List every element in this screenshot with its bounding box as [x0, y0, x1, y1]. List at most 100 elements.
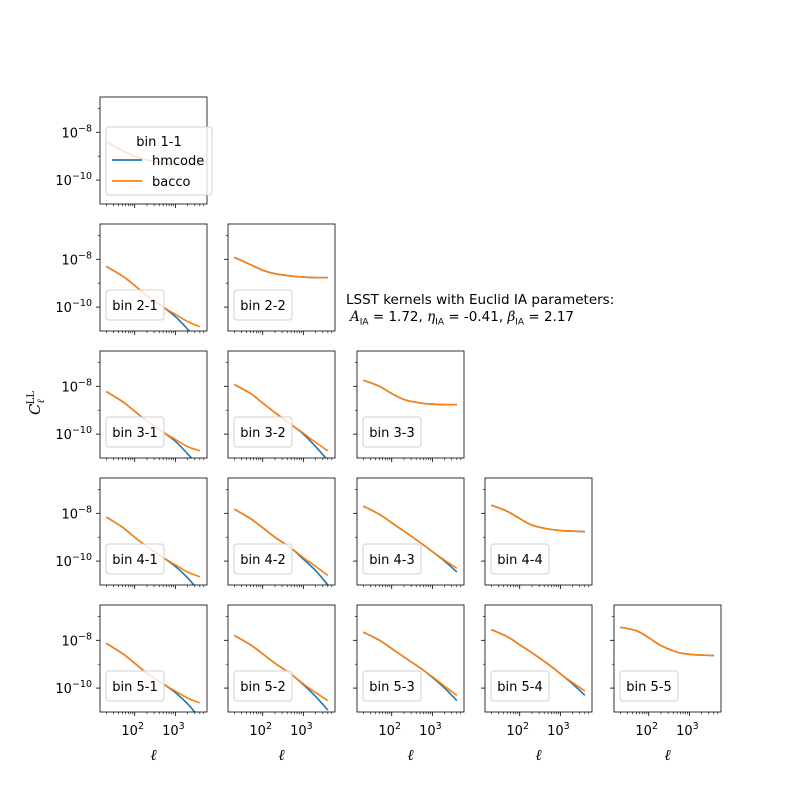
bin-label-box	[105, 289, 165, 321]
curves	[233, 634, 329, 711]
curves	[363, 379, 457, 406]
curves	[233, 256, 328, 279]
eta-subscript: IA	[435, 317, 445, 328]
x-tick-label: 103	[419, 721, 442, 739]
panel-bin-3-1: 10−8 10−10 bin 3-1	[55, 350, 208, 462]
a-symbol: A	[350, 309, 360, 325]
y-tick-label: 10−10	[55, 679, 92, 697]
x-axis-label: ℓ	[535, 746, 541, 764]
legend-title: bin 1-1	[136, 135, 181, 150]
panel-frame	[227, 350, 336, 459]
x-tick-label: 103	[290, 721, 313, 739]
y-tick-label: 10−8	[61, 504, 92, 522]
x-tick-label: 103	[162, 721, 185, 739]
y-axis-label: CℓLL	[26, 391, 47, 415]
bin-label-box	[105, 670, 165, 702]
annotation-line-1: LSST kernels with Euclid IA parameters:	[346, 292, 615, 308]
curves	[233, 508, 329, 585]
panel-frame	[613, 604, 722, 713]
bin-label: bin 4-4	[497, 553, 542, 568]
panel-frame	[227, 223, 336, 332]
bin-label: bin 5-5	[626, 680, 671, 695]
x-axis-label: ℓ	[664, 746, 670, 764]
x-tick-label: 103	[676, 721, 699, 739]
x-axis-label: ℓ	[150, 746, 156, 764]
panel-bin-4-1: 10−8 10−10 bin 4-1	[55, 477, 208, 589]
y-tick-label: 10−10	[55, 425, 92, 443]
x-tick-label: 102	[121, 721, 144, 739]
panel-frame	[99, 604, 208, 713]
eta-symbol: η	[427, 309, 436, 325]
bin-label-box	[490, 670, 550, 702]
bin-label: bin 2-1	[112, 299, 157, 314]
panel-bin-4-2: bin 4-2	[224, 477, 336, 589]
bacco-legend-label: bacco	[152, 175, 191, 190]
y-tick-label: 10−10	[55, 298, 92, 316]
bacco-curve	[233, 508, 329, 577]
x-axis-label: ℓ	[407, 746, 413, 764]
bacco-curve	[490, 628, 586, 692]
a-value: = 1.72,	[372, 309, 423, 325]
curves	[490, 628, 586, 696]
ia-parameters-annotation: LSST kernels with Euclid IA parameters: …	[346, 292, 614, 332]
x-tick-label: 102	[378, 721, 401, 739]
panel-frame	[484, 604, 593, 713]
panel-frame	[99, 350, 208, 459]
curves	[620, 626, 714, 657]
bin-label: bin 5-1	[112, 680, 157, 695]
bin-label-box	[233, 416, 293, 448]
bin-label: bin 5-3	[369, 680, 414, 695]
bin-label: bin 3-1	[112, 426, 157, 441]
eta-value: = -0.41,	[448, 309, 504, 325]
y-tick-label: 10−8	[61, 631, 92, 649]
bin-label: bin 5-2	[240, 680, 285, 695]
bacco-curve	[233, 634, 329, 702]
bin-label-box	[490, 543, 550, 575]
panel-bin-5-1: 10−8 10−10 102 103 ℓ bin 5-1	[55, 604, 208, 764]
bacco-curve	[233, 256, 328, 279]
hmcode-legend-label: hmcode	[152, 154, 204, 169]
a-subscript: IA	[359, 317, 369, 328]
x-tick-label: 102	[506, 721, 529, 739]
bin-label: bin 5-4	[497, 680, 542, 695]
legend: bin 1-1 hmcode bacco	[105, 126, 213, 196]
bacco-curve	[491, 504, 585, 533]
panel-bin-5-2: 102 103 ℓ bin 5-2	[224, 604, 336, 764]
bin-label-box	[362, 543, 422, 575]
panel-bin-2-1: 10−8 10−10 bin 2-1	[55, 223, 208, 335]
y-tick-label: 10−10	[55, 552, 92, 570]
panel-bin-5-5: 102 103 ℓ bin 5-5	[610, 604, 722, 764]
hmcode-curve	[620, 626, 714, 657]
bin-label: bin 2-2	[240, 299, 285, 314]
bin-label-box	[362, 416, 422, 448]
bin-label: bin 3-3	[369, 426, 414, 441]
bin-label-box	[233, 289, 293, 321]
bin-label-box	[233, 670, 293, 702]
panel-frame	[484, 477, 593, 586]
bin-label-box	[105, 416, 165, 448]
bin-label-box	[619, 670, 679, 702]
x-tick-label: 102	[635, 721, 658, 739]
x-axis-label: ℓ	[278, 746, 284, 764]
panel-frame	[99, 477, 208, 586]
panel-frame	[356, 604, 465, 713]
beta-subscript: IA	[515, 317, 525, 328]
bin-label: bin 4-1	[112, 553, 157, 568]
panel-bin-3-2: bin 3-2	[224, 350, 336, 462]
panel-bin-2-2: bin 2-2	[224, 223, 336, 335]
panel-bin-4-3: bin 4-3	[353, 477, 465, 589]
bin-label: bin 4-2	[240, 553, 285, 568]
annotation-line-2: AIA = 1.72, ηIA = -0.41, βIA = 2.17	[346, 309, 614, 332]
y-tick-label: 10−8	[61, 377, 92, 395]
bin-label-box	[233, 543, 293, 575]
panel-frame	[99, 223, 208, 332]
panel-frame	[227, 604, 336, 713]
panel-frame	[227, 477, 336, 586]
bacco-curve	[363, 379, 457, 406]
panel-bin-5-4: 102 103 ℓ bin 5-4	[481, 604, 593, 764]
panel-frame	[356, 350, 465, 459]
curves	[362, 505, 458, 573]
bin-label: bin 3-2	[240, 426, 285, 441]
bin-label: bin 4-3	[369, 553, 414, 568]
